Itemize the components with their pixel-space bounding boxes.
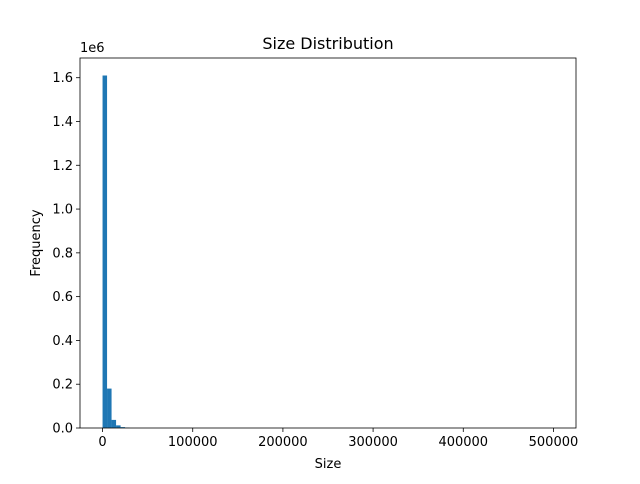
y-tick-label: 1.4 — [52, 115, 73, 130]
y-tick-label: 0.4 — [52, 334, 73, 349]
y-tick-label: 1.6 — [52, 71, 73, 86]
x-tick-label: 300000 — [348, 435, 398, 450]
x-tick-label: 100000 — [168, 435, 218, 450]
histogram-bar — [107, 389, 112, 428]
chart-title: Size Distribution — [262, 34, 393, 53]
y-tick-label: 0.0 — [52, 422, 73, 437]
histogram-bar — [112, 420, 117, 428]
y-tick-label: 1.2 — [52, 159, 73, 174]
x-axis-label: Size — [315, 457, 342, 472]
x-tick-label: 500000 — [529, 435, 579, 450]
y-tick-label: 1.0 — [52, 203, 73, 218]
x-tick-label: 200000 — [258, 435, 308, 450]
x-tick-label: 400000 — [438, 435, 488, 450]
y-axis-offset-label: 1e6 — [80, 41, 105, 56]
y-tick-label: 0.2 — [52, 378, 73, 393]
y-tick-label: 0.8 — [52, 246, 73, 261]
x-tick-label: 0 — [98, 435, 106, 450]
histogram-bar — [103, 76, 108, 428]
y-tick-label: 0.6 — [52, 290, 73, 305]
y-axis-label: Frequency — [29, 209, 44, 276]
